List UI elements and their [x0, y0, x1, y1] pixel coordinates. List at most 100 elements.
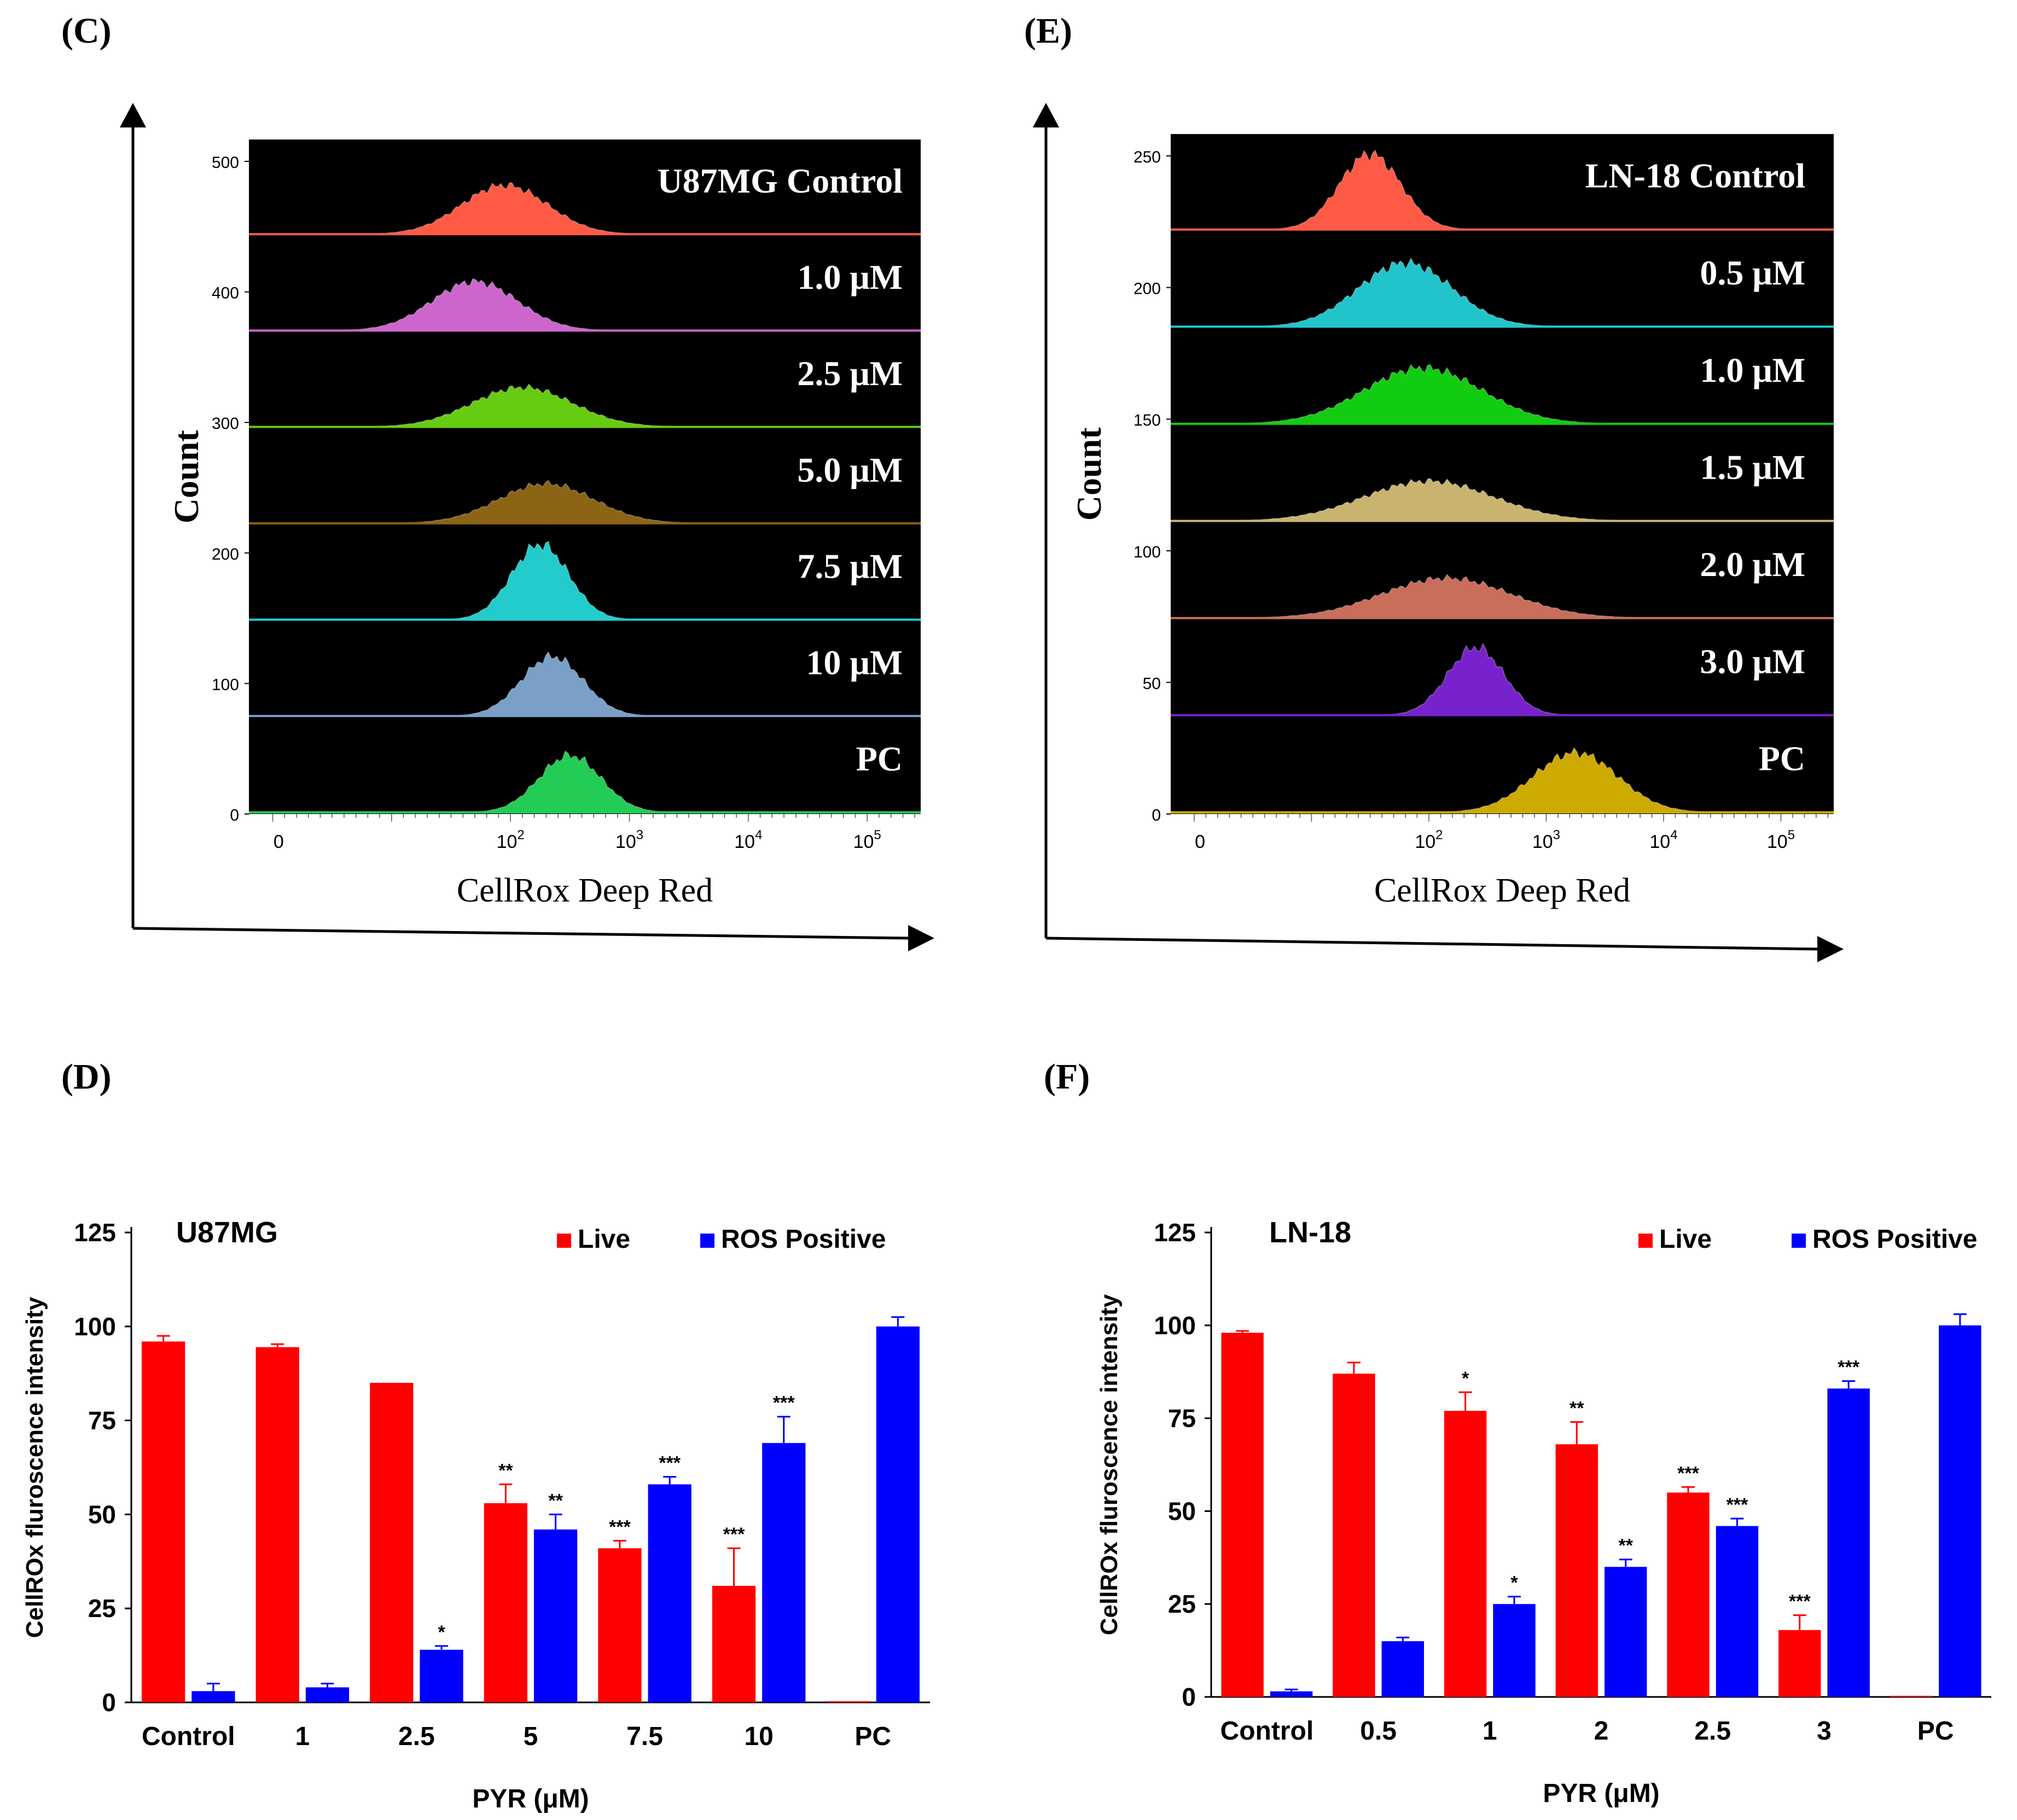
- bar-live-6: [712, 1585, 756, 1702]
- x-tick-label: 2: [1594, 1717, 1609, 1746]
- x-axis-title: PYR (μM): [472, 1784, 589, 1813]
- significance-label: ***: [723, 1524, 745, 1545]
- x-tick-label: 0: [274, 831, 284, 852]
- significance-label: **: [548, 1490, 563, 1511]
- x-tick-label: 104: [734, 828, 762, 852]
- bar-ros-5: [648, 1484, 691, 1702]
- x-tick-label: 1: [295, 1722, 310, 1751]
- y-tick-label: 50: [1168, 1497, 1196, 1525]
- x-tick-label: 105: [853, 828, 881, 852]
- y-tick-label: 0: [1182, 1683, 1196, 1711]
- legend-label-live: Live: [1659, 1225, 1712, 1254]
- y-tick-label: 200: [212, 545, 239, 563]
- panel-e-label: (E): [1024, 11, 1072, 51]
- significance-label: *: [1462, 1368, 1469, 1389]
- histogram-track-label: LN-18 Control: [1585, 156, 1805, 195]
- bar-live-3: [370, 1382, 414, 1702]
- bar-live-5: [1667, 1492, 1710, 1697]
- bar-chart-panel-d: 0 25 50 75 100 125 Control 1 2.5 * 5 ** ** 7.5 *** *** 1…: [21, 1216, 930, 1813]
- y-arrow-head: [120, 103, 146, 127]
- histogram-track-label: 2.5 μM: [797, 354, 903, 393]
- legend-swatch-live: [557, 1234, 571, 1248]
- bar-ros-2: [305, 1687, 350, 1702]
- bar-ros-7: [876, 1326, 920, 1702]
- significance-label: **: [498, 1460, 513, 1481]
- y-tick-label: 100: [74, 1312, 116, 1341]
- x-tick-label: 7.5: [626, 1722, 663, 1751]
- x-axis-title: PYR (μM): [1543, 1779, 1659, 1808]
- x-tick-label: 103: [1532, 828, 1560, 852]
- histogram-track-label: PC: [856, 740, 903, 778]
- bar-ros-2: [1381, 1641, 1424, 1697]
- x-arrow-line: [132, 927, 910, 940]
- legend-label-ros: ROS Positive: [721, 1225, 886, 1254]
- legend-label-ros: ROS Positive: [1812, 1225, 1977, 1254]
- bar-live-2: [255, 1347, 299, 1702]
- x-tick-label: 5: [524, 1722, 538, 1751]
- x-tick-label: 103: [615, 828, 643, 852]
- significance-label: *: [438, 1622, 445, 1643]
- legend-swatch-live: [1638, 1234, 1653, 1248]
- y-tick-label: 50: [88, 1500, 116, 1528]
- histogram-track-label: U87MG Control: [657, 161, 903, 200]
- histogram-track-label: 5.0 μM: [797, 450, 903, 489]
- chart-title: U87MG: [176, 1216, 278, 1249]
- y-tick-label: 50: [1143, 674, 1161, 693]
- y-tick-label: 0: [102, 1688, 116, 1717]
- significance-label: ***: [1789, 1591, 1811, 1612]
- histogram-track-label: 1.5 μM: [1700, 447, 1805, 486]
- y-arrow-head: [1033, 103, 1059, 127]
- x-tick-label: 104: [1649, 828, 1677, 852]
- y-tick-label: 100: [1154, 1311, 1196, 1340]
- x-tick-label: 3: [1817, 1717, 1832, 1746]
- y-tick-label: 200: [1134, 280, 1161, 298]
- y-tick-label: 125: [74, 1218, 116, 1247]
- legend-label-live: Live: [578, 1225, 630, 1254]
- x-axis-title: CellRox Deep Red: [1374, 872, 1630, 909]
- bar-live-7: [1890, 1695, 1933, 1697]
- x-tick-label: Control: [142, 1722, 235, 1751]
- bar-ros-6: [762, 1443, 806, 1702]
- chart-title: LN-18: [1269, 1216, 1351, 1249]
- bar-ros-4: [534, 1529, 578, 1702]
- panel-f-label: (F): [1044, 1057, 1090, 1097]
- y-tick-label: 500: [212, 154, 239, 172]
- bar-live-3: [1444, 1411, 1487, 1697]
- bar-live-7: [826, 1701, 870, 1702]
- bar-ros-4: [1605, 1567, 1647, 1697]
- bar-ros-3: [420, 1649, 463, 1702]
- x-tick-label: 0: [1195, 831, 1205, 852]
- significance-label: **: [1618, 1536, 1633, 1556]
- bar-ros-5: [1716, 1526, 1759, 1697]
- legend-swatch-ros: [700, 1234, 714, 1248]
- y-tick-label: 75: [1168, 1404, 1196, 1433]
- y-tick-label: 75: [88, 1406, 116, 1435]
- y-tick-label: 0: [1152, 806, 1161, 824]
- y-tick-label: 25: [1168, 1590, 1196, 1618]
- bar-ros-6: [1827, 1388, 1870, 1697]
- histogram-track-label: 0.5 μM: [1700, 253, 1805, 292]
- y-tick-label: 0: [230, 806, 239, 824]
- bar-live-1: [1221, 1333, 1264, 1697]
- y-tick-label: 150: [1134, 411, 1161, 429]
- bar-live-6: [1778, 1630, 1821, 1697]
- y-axis-title: CellROx fluroscence intensity: [1096, 1294, 1123, 1635]
- y-tick-label: 400: [212, 284, 239, 303]
- x-tick-label: 2.5: [1694, 1717, 1731, 1746]
- significance-label: ***: [773, 1393, 795, 1414]
- y-tick-label: 300: [212, 415, 239, 433]
- significance-label: ***: [659, 1453, 681, 1474]
- histogram-track-label: 2.0 μM: [1700, 545, 1805, 584]
- significance-label: ***: [1677, 1463, 1699, 1484]
- x-tick-label: Control: [1220, 1717, 1314, 1746]
- y-tick-label: 100: [1134, 543, 1161, 561]
- histogram-track-label: 1.0 μM: [797, 258, 903, 296]
- bar-live-4: [1555, 1444, 1598, 1697]
- significance-label: **: [1570, 1398, 1584, 1418]
- y-tick-label: 250: [1134, 148, 1161, 166]
- y-tick-label: 25: [88, 1594, 116, 1623]
- bar-live-4: [484, 1503, 527, 1702]
- y-axis-title: Count: [167, 429, 206, 523]
